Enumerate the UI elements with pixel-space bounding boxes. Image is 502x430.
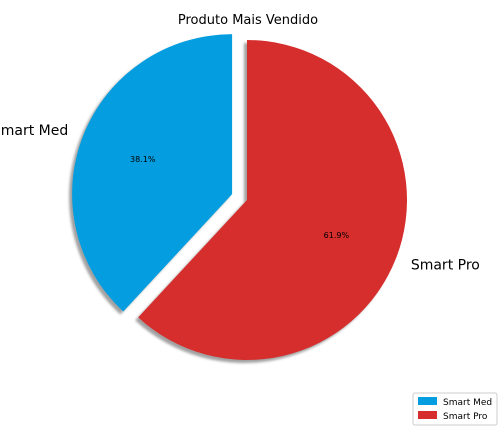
slice-label-smart-pro: Smart Pro xyxy=(411,257,480,273)
legend-swatch-smart-med xyxy=(418,397,437,405)
slice-percent-smart-pro: 61.9% xyxy=(324,231,350,240)
legend-label-smart-med: Smart Med xyxy=(443,398,492,408)
slice-labels: Smart Med 38.1% Smart Pro 61.9% xyxy=(0,123,480,273)
chart-title: Produto Mais Vendido xyxy=(178,13,318,28)
slice-label-smart-med: Smart Med xyxy=(0,123,68,139)
legend-swatch-smart-pro xyxy=(418,411,437,419)
slice-percent-smart-med: 38.1% xyxy=(130,155,156,164)
pie-slice-smart-pro xyxy=(138,40,407,360)
legend: Smart Med Smart Pro xyxy=(412,392,498,426)
slices xyxy=(72,34,407,360)
pie-slice-smart-med xyxy=(72,34,233,312)
legend-label-smart-pro: Smart Pro xyxy=(443,412,488,422)
